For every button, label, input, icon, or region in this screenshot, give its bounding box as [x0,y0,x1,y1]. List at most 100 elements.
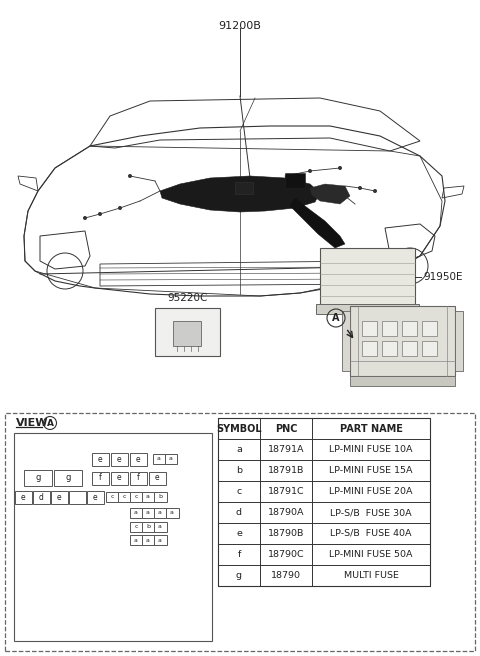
Bar [110,472,128,485]
Text: a: a [146,495,150,499]
Bar [154,522,167,532]
Text: 18791C: 18791C [268,487,304,496]
Text: 18790A: 18790A [268,508,304,517]
Text: f: f [98,474,101,483]
Bar [165,454,177,464]
Bar [142,492,155,502]
Bar [142,522,155,532]
Bar [402,321,417,336]
Bar [342,311,350,371]
Text: LP-MINI FUSE 50A: LP-MINI FUSE 50A [329,550,413,559]
Circle shape [358,186,362,190]
Bar [92,453,108,466]
Text: e: e [117,455,121,464]
Text: LP-MINI FUSE 15A: LP-MINI FUSE 15A [329,466,413,475]
Bar [350,306,455,376]
Circle shape [373,189,377,193]
Text: g: g [36,474,41,483]
Bar [422,321,437,336]
Bar [235,182,253,194]
Bar [130,492,143,502]
Text: a: a [170,510,174,516]
Bar [110,453,128,466]
Text: a: a [146,537,150,543]
Text: a: a [158,537,162,543]
Bar [142,508,155,518]
Circle shape [83,216,87,220]
Text: c: c [236,487,241,496]
Text: 18791B: 18791B [268,466,304,475]
Bar [166,508,179,518]
Text: b: b [146,525,150,529]
Text: 18790C: 18790C [268,550,304,559]
Bar [350,376,455,386]
Bar [50,491,68,504]
Bar [154,508,167,518]
Bar [33,491,49,504]
Text: a: a [157,457,161,462]
Bar [154,492,167,502]
Bar [285,173,305,188]
Text: A: A [47,419,53,428]
Circle shape [308,169,312,173]
Bar [130,535,143,545]
Bar [148,472,166,485]
Text: e: e [236,529,242,538]
Text: b: b [236,466,242,475]
Text: PART NAME: PART NAME [339,424,402,434]
Circle shape [98,212,102,216]
Text: e: e [21,493,25,501]
Polygon shape [160,176,320,212]
Text: d: d [236,508,242,517]
Text: a: a [134,510,138,516]
Circle shape [118,206,122,210]
Text: d: d [38,493,43,501]
Bar [14,491,32,504]
Bar [142,535,155,545]
Bar [173,321,201,346]
Text: f: f [137,474,139,483]
Bar [316,304,419,314]
Bar [106,492,119,502]
Text: c: c [134,525,138,529]
Text: 95220C: 95220C [168,293,208,303]
Bar [130,508,143,518]
Bar [86,491,104,504]
Bar [155,308,220,356]
Text: a: a [169,457,173,462]
Polygon shape [310,184,350,204]
Text: PNC: PNC [275,424,297,434]
Text: 91200B: 91200B [218,21,262,31]
Text: a: a [134,537,138,543]
Text: a: a [236,445,242,454]
Text: c: c [110,495,114,499]
Text: LP-MINI FUSE 20A: LP-MINI FUSE 20A [329,487,413,496]
Bar [402,341,417,356]
Text: e: e [117,474,121,483]
Bar [69,491,85,504]
Text: LP-S/B  FUSE 30A: LP-S/B FUSE 30A [330,508,412,517]
Text: f: f [237,550,240,559]
Text: e: e [155,474,159,483]
Text: a: a [146,510,150,516]
Text: c: c [122,495,126,499]
Polygon shape [290,198,345,248]
Text: a: a [158,525,162,529]
Text: A: A [332,313,340,323]
Bar [5,413,475,651]
Text: SYMBOL: SYMBOL [216,424,262,434]
Text: 18790B: 18790B [268,529,304,538]
Bar [382,341,397,356]
Text: 18791A: 18791A [268,445,304,454]
Bar [24,470,52,486]
Bar [130,472,146,485]
Text: g: g [65,474,71,483]
Text: 18790: 18790 [271,571,301,580]
Text: LP-S/B  FUSE 40A: LP-S/B FUSE 40A [330,529,412,538]
Text: e: e [98,455,102,464]
Text: e: e [57,493,61,501]
Text: MULTI FUSE: MULTI FUSE [344,571,398,580]
Circle shape [338,166,342,170]
Text: e: e [136,455,140,464]
Bar [154,535,167,545]
